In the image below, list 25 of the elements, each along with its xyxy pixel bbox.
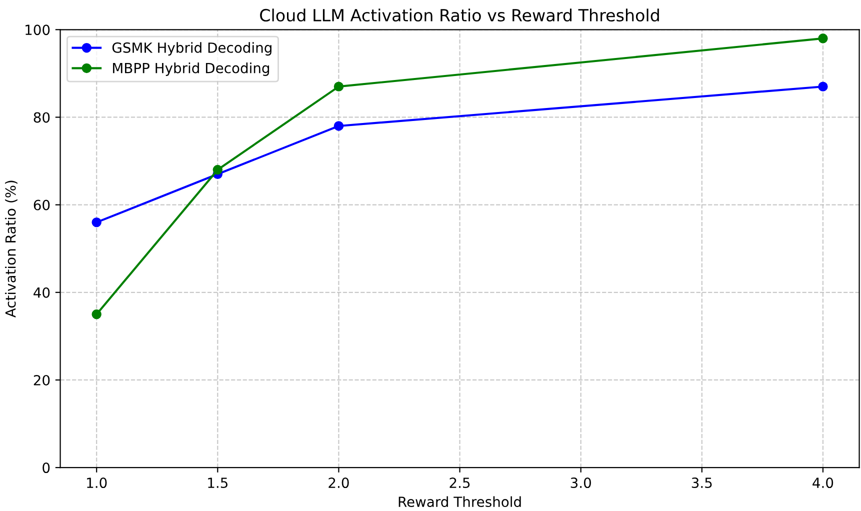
x-tick-label: 2.0: [328, 478, 349, 488]
point: [92, 309, 102, 320]
x-tick-label: 4.0: [812, 478, 834, 488]
y-tick-label: 40: [34, 287, 50, 298]
point: [818, 34, 828, 44]
point: [818, 82, 828, 92]
x-tick-label: 1.0: [87, 478, 107, 488]
point: [334, 121, 344, 131]
y-axis-title: Activation Ratio (%): [5, 180, 18, 318]
point: [92, 217, 102, 228]
x-tick-label: 1.5: [208, 478, 228, 488]
y-tick-label: 80: [34, 112, 50, 123]
y-tick-label: 0: [42, 462, 50, 474]
legend-label: GSMK Hybrid Decoding: [112, 42, 272, 56]
y-tick-label: 60: [34, 200, 50, 210]
legend-label: MBPP Hybrid Decoding: [113, 62, 270, 76]
x-tick-label: 3.5: [692, 478, 712, 488]
x-tick-label: 3.0: [570, 478, 591, 488]
x-axis-title: Reward Threshold: [398, 496, 521, 508]
x-tick-label: 2.5: [450, 478, 470, 488]
point: [334, 82, 344, 92]
point: [212, 164, 223, 175]
y-tick-label: 100: [26, 24, 50, 36]
chart-title: Cloud LLM Activation Ratio vs Reward Threshold: [260, 8, 659, 22]
y-tick-label: 20: [34, 374, 50, 386]
